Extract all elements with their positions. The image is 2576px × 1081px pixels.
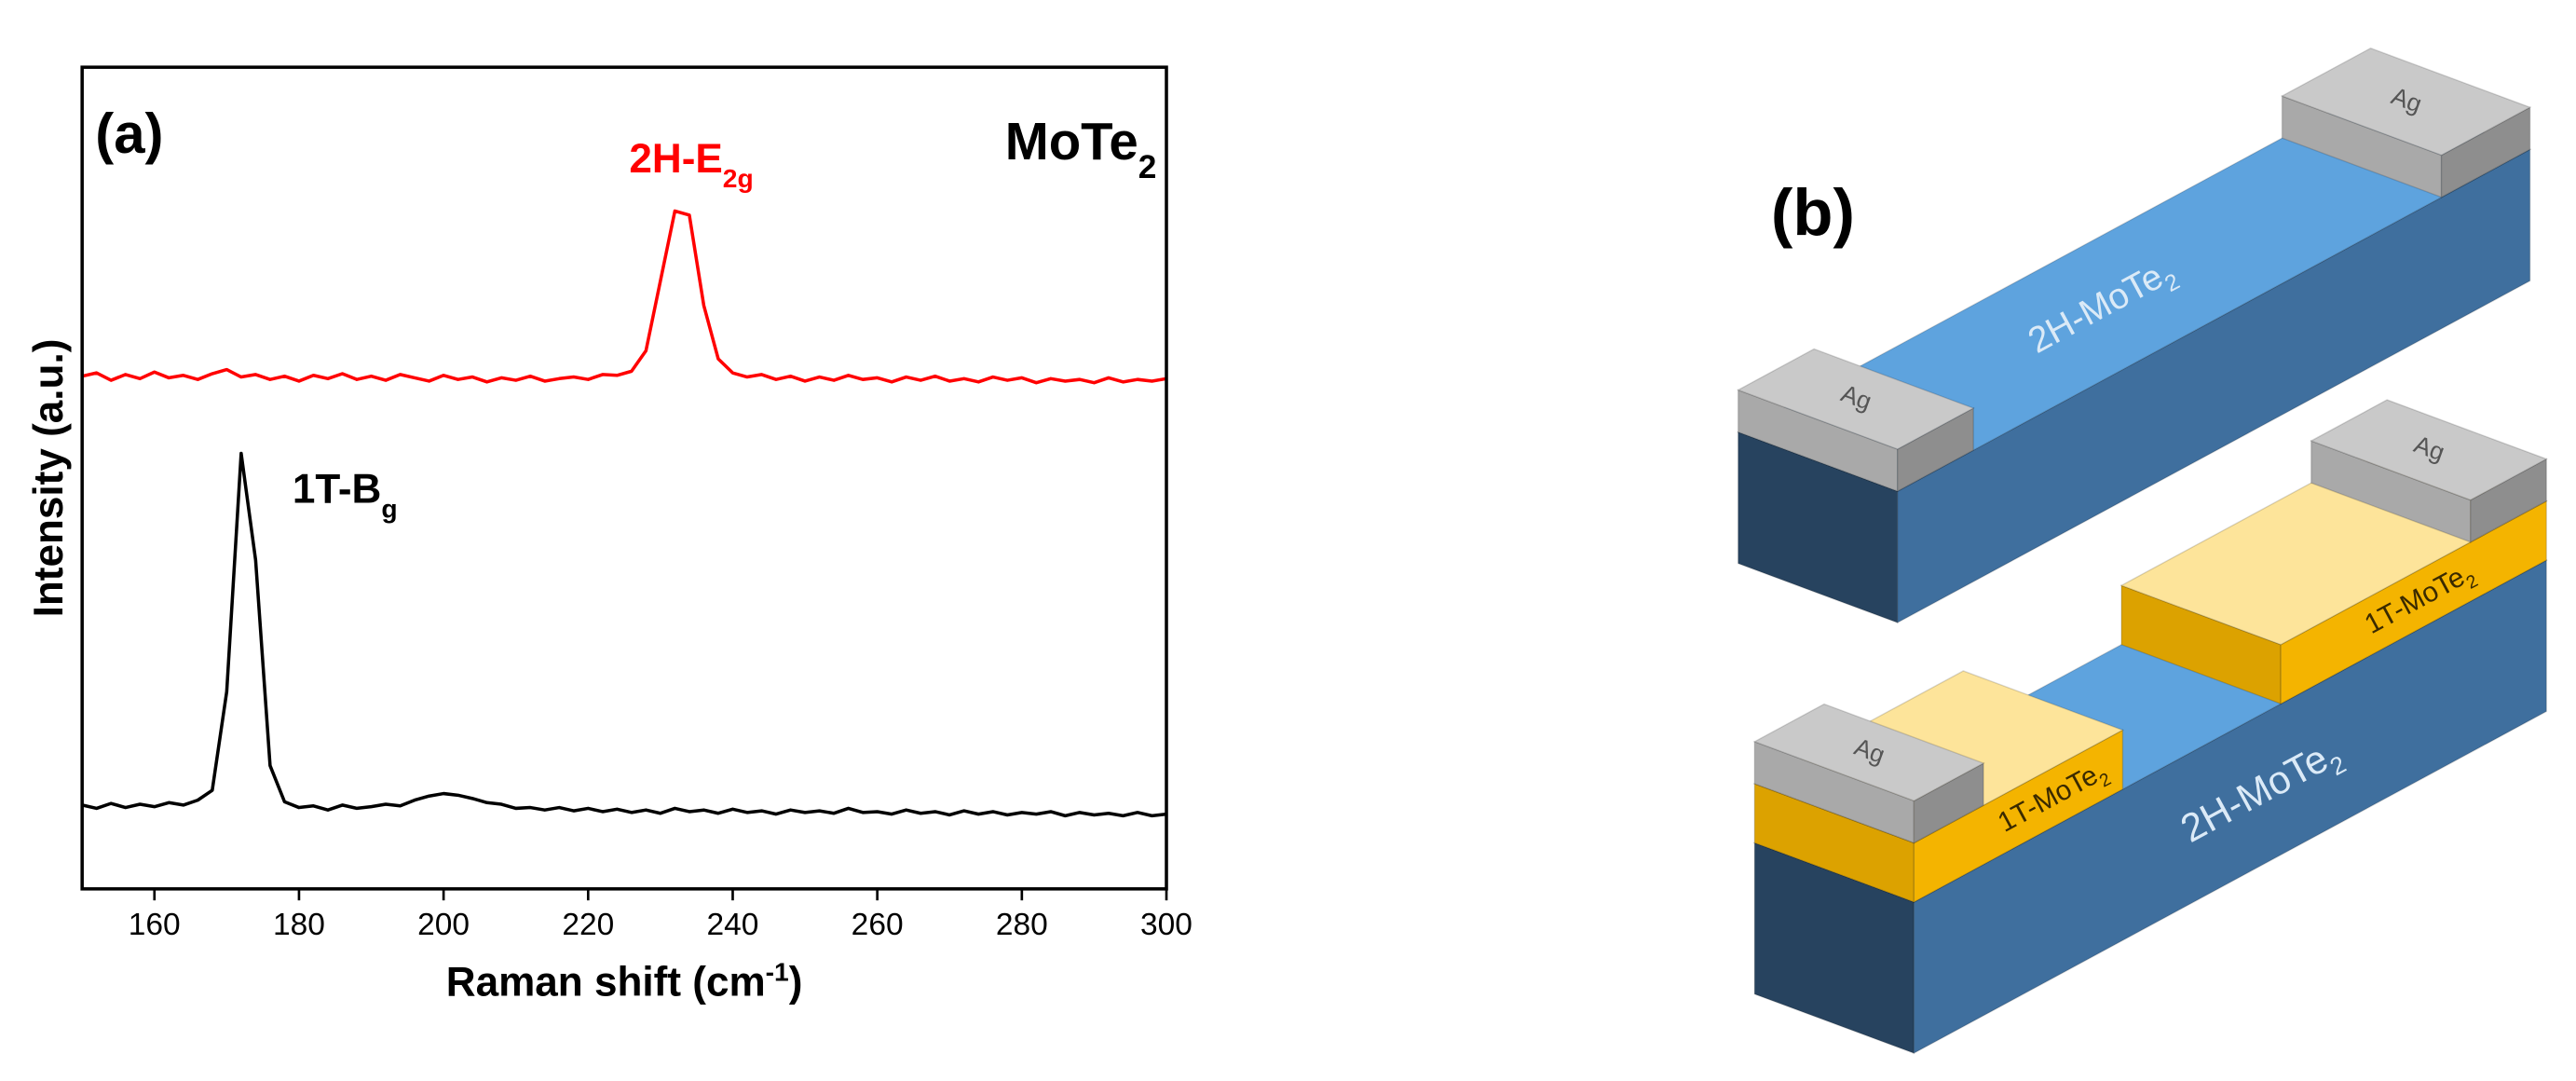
x-tick-label: 260 [852, 908, 904, 942]
panel-a: 160 180 200 220 240 260 280 300 (a) MoTe2 Raman sh… [26, 65, 1193, 1005]
x-tick-label: 180 [273, 908, 325, 942]
x-tick-label: 220 [562, 908, 614, 942]
panel-title-part: MoTe [1005, 112, 1138, 171]
spectrum-line [81, 209, 1167, 385]
contact-top-right-top [2280, 47, 2532, 157]
peak-label: 2H-E2g [629, 136, 753, 193]
y-axis-label: Intensity (a.u.) [26, 339, 72, 618]
peak-label-part: 2H-E [629, 136, 722, 182]
peak-label: 1T-Bg [293, 466, 398, 523]
x-tick-label: 240 [707, 908, 759, 942]
peak-label-part: 1T-B [293, 466, 382, 512]
peak-label-part: 2g [723, 163, 754, 193]
x-axis-label: Raman shift (cm-1) [446, 956, 803, 1005]
panel-label: (b) [1771, 175, 1855, 249]
x-tick-label: 200 [417, 908, 470, 942]
peak-label-part: g [381, 493, 397, 523]
spectrum-line [81, 451, 1167, 818]
x-axis-label-part: ) [789, 959, 803, 1005]
contact-bottom-left-top [1752, 703, 1985, 802]
x-tick-label: 300 [1140, 908, 1193, 942]
panel-label: (a) [95, 103, 163, 165]
panel-b: 2H-MoTe2AgAg2H-MoTe21T-MoTe21T-MoTe2AgAg… [1736, 47, 2548, 1055]
x-tick-label: 160 [129, 908, 181, 942]
panel-title-part: 2 [1138, 148, 1157, 185]
plot-frame [80, 65, 1168, 891]
x-axis-label-part: -1 [766, 956, 789, 986]
contact-bottom-right-top [2310, 399, 2548, 501]
contact-top-left-top [1736, 348, 1975, 450]
x-tick-label: 280 [996, 908, 1048, 942]
panel-title: MoTe2 [1005, 112, 1157, 185]
x-axis-label-part: Raman shift (cm [446, 959, 766, 1005]
